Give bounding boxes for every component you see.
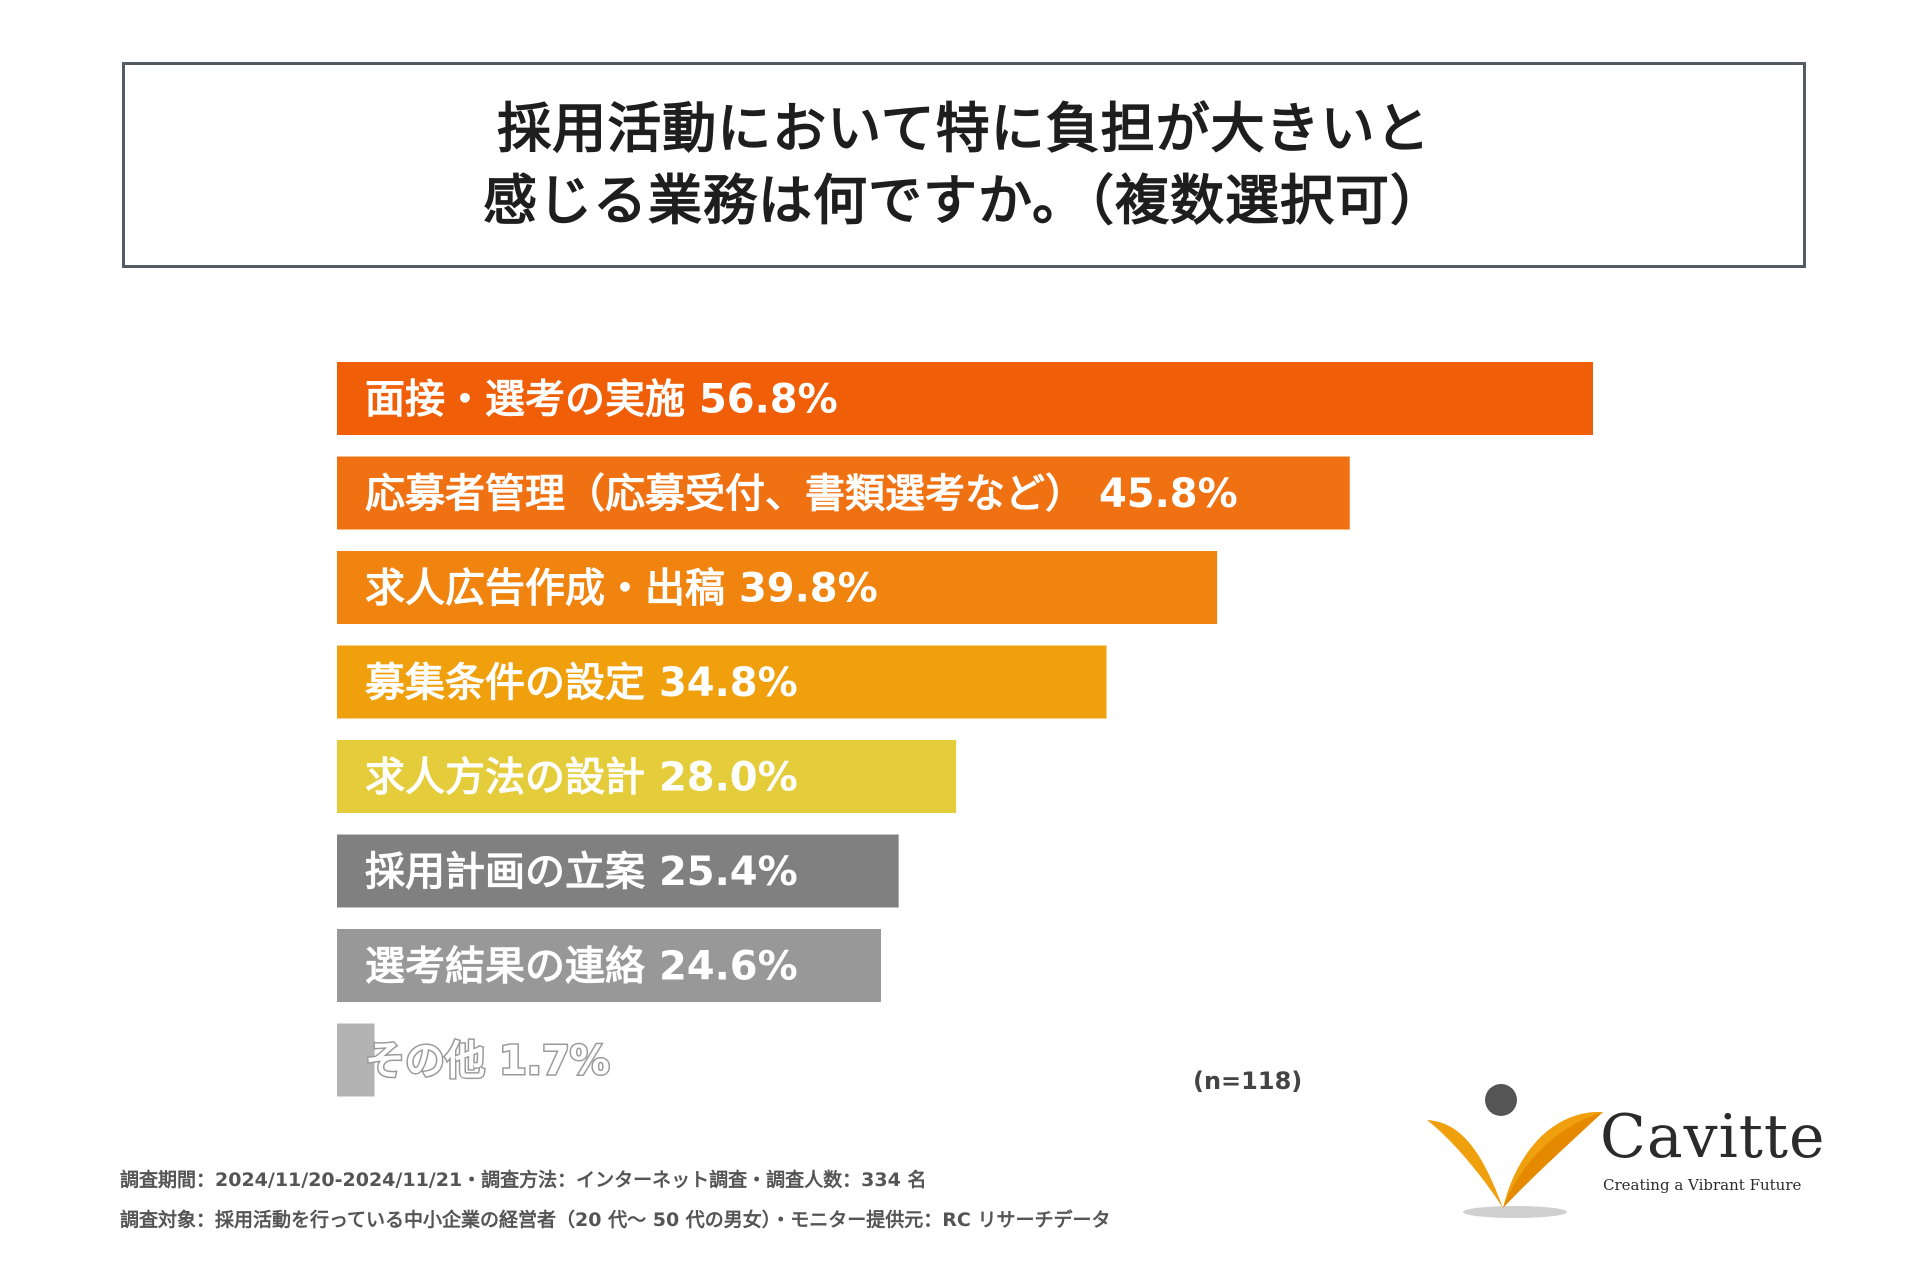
bar-category-label: 面接・選考の実施 <box>365 377 699 423</box>
bar-value-label: 1.7% <box>499 1038 610 1084</box>
bar-category-label: 選考結果の連絡 <box>365 944 659 990</box>
bar-2 <box>337 456 1350 530</box>
bar-4 <box>337 645 1107 719</box>
bar-7 <box>337 929 881 1002</box>
bar-category-label: 募集条件の設定 <box>364 660 659 706</box>
chart-title-line-1: 採用活動において特に負担が大きいと <box>497 97 1431 160</box>
bar-value-label: 45.8% <box>1099 471 1238 517</box>
bar-category-label: 求人広告作成・出稿 <box>365 566 739 612</box>
bar-label-2: 応募者管理（応募受付、書類選考など） 45.8% <box>365 471 1238 517</box>
survey-target-note: 調査対象：採用活動を行っている中小企業の経営者（20 代～ 50 代の男女）・モ… <box>120 1209 1111 1231</box>
bar-value-label: 25.4% <box>659 849 798 895</box>
bar-8 <box>337 1023 375 1097</box>
bar-label-6: 採用計画の立案 25.4% <box>365 849 798 895</box>
bar-value-label: 34.8% <box>659 660 798 706</box>
bar-category-label: その他 <box>365 1038 499 1084</box>
bar-value-label: 28.0% <box>659 755 798 801</box>
bar-1 <box>337 362 1593 435</box>
bar-5 <box>337 740 957 813</box>
logo-mark-icon <box>1427 1084 1603 1218</box>
bar-value-label: 24.6% <box>659 944 798 990</box>
bar-value-label: 39.8% <box>739 566 878 612</box>
bar-label-7: 選考結果の連絡 24.6% <box>365 944 798 990</box>
logo-tagline: Creating a Vibrant Future <box>1603 1176 1802 1194</box>
bar-category-label: 応募者管理（応募受付、書類選考など） <box>365 471 1099 517</box>
survey-period-note: 調査期間：2024/11/20-2024/11/21・調査方法：インターネット調… <box>120 1169 927 1191</box>
bar-category-label: 求人方法の設計 <box>365 755 659 801</box>
cavitte-logo: Cavitte Creating a Vibrant Future <box>1425 1080 1825 1230</box>
chart-title-line-2: 感じる業務は何ですか。（複数選択可） <box>483 169 1445 232</box>
bar-value-label: 56.8% <box>699 377 838 423</box>
bar-label-5: 求人方法の設計 28.0% <box>365 755 798 801</box>
chart-title-box: 採用活動において特に負担が大きいと 感じる業務は何ですか。（複数選択可） <box>122 62 1806 268</box>
bar-label-8: その他 1.7% <box>365 1038 610 1084</box>
logo-name: Cavitte <box>1600 1102 1826 1172</box>
bar-category-label: 採用計画の立案 <box>365 849 659 895</box>
sample-size-note: (n=118) <box>1193 1067 1303 1095</box>
bar-label-3: 求人広告作成・出稿 39.8% <box>365 566 878 612</box>
bar-6 <box>337 834 899 908</box>
bar-label-4: 募集条件の設定 34.8% <box>364 660 798 706</box>
bar-label-1: 面接・選考の実施 56.8% <box>365 377 838 423</box>
bar-3 <box>337 551 1218 624</box>
